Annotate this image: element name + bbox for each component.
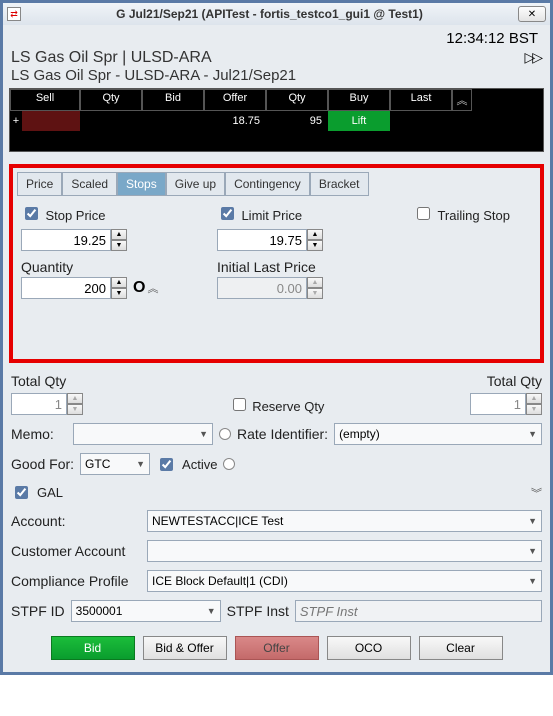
order-tabs: Price Scaled Stops Give up Contingency B… bbox=[17, 172, 536, 196]
qty-down[interactable]: ▼ bbox=[111, 288, 127, 299]
market-depth: Sell Qty Bid Offer Qty Buy Last ︽ + 18.7… bbox=[9, 88, 544, 152]
limit-price-up[interactable]: ▲ bbox=[307, 229, 323, 240]
col-qty: Qty bbox=[80, 89, 142, 111]
depth-row: + 18.75 95 Lift bbox=[10, 111, 543, 131]
cust-account-label: Customer Account bbox=[11, 543, 141, 559]
stop-price-label: Stop Price bbox=[45, 208, 105, 223]
col-qty2: Qty bbox=[266, 89, 328, 111]
col-sell: Sell bbox=[10, 89, 80, 111]
bid-cell bbox=[142, 111, 204, 131]
cust-account-select[interactable] bbox=[147, 540, 542, 562]
quantity-input[interactable] bbox=[21, 277, 111, 299]
lift-button[interactable]: Lift bbox=[328, 111, 390, 131]
fast-forward-icon[interactable]: ▷▷ bbox=[524, 49, 544, 66]
stpf-inst-label: STPF Inst bbox=[227, 603, 289, 619]
tab-stops[interactable]: Stops bbox=[117, 172, 166, 196]
initial-up: ▲ bbox=[307, 277, 323, 288]
limit-price-input[interactable] bbox=[217, 229, 307, 251]
quantity-label: Quantity bbox=[21, 259, 201, 275]
collapse-icon[interactable]: ︾ bbox=[531, 485, 542, 501]
col-last: Last bbox=[390, 89, 452, 111]
stpf-id-select[interactable]: 3500001 bbox=[71, 600, 221, 622]
stpf-id-label: STPF ID bbox=[11, 603, 65, 619]
col-offer: Offer bbox=[204, 89, 266, 111]
account-select[interactable]: NEWTESTACC|ICE Test bbox=[147, 510, 542, 532]
total-qty-left-label: Total Qty bbox=[11, 373, 66, 389]
tab-contingency[interactable]: Contingency bbox=[225, 172, 310, 196]
active-check[interactable] bbox=[160, 458, 173, 471]
offer-cell[interactable]: 18.75 bbox=[204, 111, 266, 131]
tab-price[interactable]: Price bbox=[17, 172, 62, 196]
bid-button[interactable]: Bid bbox=[51, 636, 135, 660]
active-radio[interactable] bbox=[223, 458, 235, 470]
close-icon[interactable]: ✕ bbox=[518, 6, 546, 22]
titlebar: ⇄ G Jul21/Sep21 (APITest - fortis_testco… bbox=[3, 3, 550, 25]
active-label: Active bbox=[182, 457, 217, 472]
limit-price-label: Limit Price bbox=[241, 208, 302, 223]
gal-label: GAL bbox=[37, 485, 63, 500]
memo-select[interactable] bbox=[73, 423, 213, 445]
stop-price-input[interactable] bbox=[21, 229, 111, 251]
last-cell bbox=[390, 111, 452, 131]
stpf-inst-input[interactable] bbox=[295, 600, 542, 622]
total-qty-right bbox=[470, 393, 526, 415]
memo-radio[interactable] bbox=[219, 428, 231, 440]
stop-price-up[interactable]: ▲ bbox=[111, 229, 127, 240]
qty-cell bbox=[80, 111, 142, 131]
timestamp: 12:34:12 BST bbox=[9, 28, 544, 47]
qty2-cell: 95 bbox=[266, 111, 328, 131]
col-buy: Buy bbox=[328, 89, 390, 111]
trailing-stop-check[interactable] bbox=[417, 207, 430, 220]
window-title: G Jul21/Sep21 (APITest - fortis_testco1_… bbox=[21, 7, 518, 21]
sell-cell[interactable] bbox=[22, 111, 80, 131]
bid-offer-button[interactable]: Bid & Offer bbox=[143, 636, 227, 660]
memo-label: Memo: bbox=[11, 426, 67, 442]
order-ticket-window: ⇄ G Jul21/Sep21 (APITest - fortis_testco… bbox=[0, 0, 553, 675]
tab-bracket[interactable]: Bracket bbox=[310, 172, 369, 196]
compliance-select[interactable]: ICE Block Default|1 (CDI) bbox=[147, 570, 542, 592]
initial-last-label: Initial Last Price bbox=[217, 259, 417, 275]
instrument-header: LS Gas Oil Spr | ULSD-ARA bbox=[9, 47, 212, 67]
limit-price-check[interactable] bbox=[221, 207, 234, 220]
contract-header: LS Gas Oil Spr - ULSD-ARA - Jul21/Sep21 bbox=[9, 67, 544, 88]
total-qty-left bbox=[11, 393, 67, 415]
col-bid: Bid bbox=[142, 89, 204, 111]
account-label: Account: bbox=[11, 513, 141, 529]
reserve-qty-check[interactable] bbox=[233, 398, 246, 411]
oco-button[interactable]: OCO bbox=[327, 636, 411, 660]
rate-id-label: Rate Identifier: bbox=[237, 426, 328, 442]
expand-qty-icon[interactable]: ︽ bbox=[147, 280, 158, 296]
stop-price-down[interactable]: ▼ bbox=[111, 240, 127, 251]
gal-check[interactable] bbox=[15, 486, 28, 499]
trailing-stop-label: Trailing Stop bbox=[437, 208, 510, 223]
total-qty-right-label: Total Qty bbox=[487, 373, 542, 389]
clear-button[interactable]: Clear bbox=[419, 636, 503, 660]
tab-scaled[interactable]: Scaled bbox=[62, 172, 117, 196]
initial-last-input bbox=[217, 277, 307, 299]
good-for-label: Good For: bbox=[11, 456, 74, 472]
compliance-label: Compliance Profile bbox=[11, 573, 141, 589]
reserve-qty-label: Reserve Qty bbox=[252, 399, 324, 414]
expand-row-icon[interactable]: + bbox=[10, 111, 22, 131]
link-icon[interactable]: O bbox=[133, 279, 145, 297]
stop-price-check[interactable] bbox=[25, 207, 38, 220]
tab-giveup[interactable]: Give up bbox=[166, 172, 225, 196]
offer-button[interactable]: Offer bbox=[235, 636, 319, 660]
expand-depth-icon[interactable]: ︽ bbox=[452, 89, 472, 111]
app-icon: ⇄ bbox=[7, 7, 21, 21]
rate-id-select[interactable]: (empty) bbox=[334, 423, 542, 445]
good-for-select[interactable]: GTC bbox=[80, 453, 150, 475]
stops-panel: Price Scaled Stops Give up Contingency B… bbox=[9, 164, 544, 363]
qty-up[interactable]: ▲ bbox=[111, 277, 127, 288]
initial-down: ▼ bbox=[307, 288, 323, 299]
limit-price-down[interactable]: ▼ bbox=[307, 240, 323, 251]
